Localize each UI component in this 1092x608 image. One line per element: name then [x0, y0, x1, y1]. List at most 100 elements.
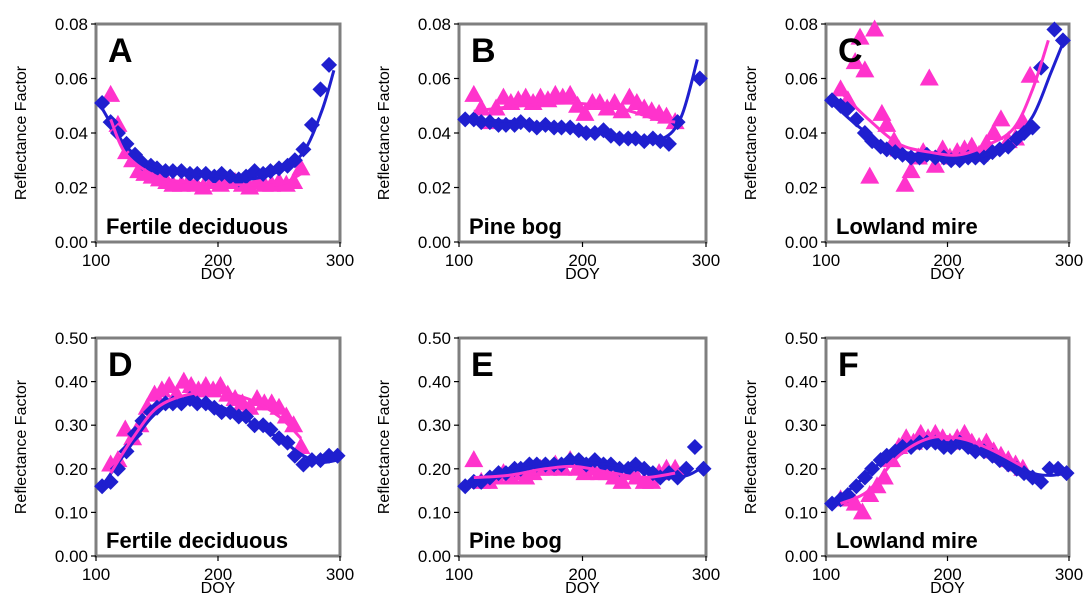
triangle-point [284, 415, 304, 433]
triangle-point [919, 68, 939, 86]
x-tick-label: 100 [445, 251, 473, 270]
y-tick-label: 0.50 [55, 329, 88, 348]
x-axis-title: DOY [930, 266, 965, 283]
diamond-fit-line [464, 460, 705, 488]
x-axis-title: DOY [565, 580, 600, 597]
triangle-point [152, 380, 172, 398]
triangle-point [575, 463, 595, 481]
diamond-point [1054, 32, 1071, 49]
diamond-fit-line [831, 42, 1065, 162]
triangle-point [464, 84, 484, 102]
triangle-point [895, 174, 915, 192]
y-tick-label: 0.40 [55, 373, 88, 392]
diamond-point [321, 56, 338, 73]
diamond-point [189, 395, 206, 412]
site-label: Lowland mire [836, 528, 978, 553]
triangle-fit-line [109, 390, 303, 474]
y-tick-label: 0.08 [785, 15, 818, 34]
y-axis-title: Reflectance Factor [13, 379, 30, 514]
triangle-point [984, 123, 1004, 140]
y-tick-label: 0.02 [785, 179, 818, 198]
site-label: Lowland mire [836, 214, 978, 239]
y-tick-label: 0.00 [418, 547, 451, 566]
x-tick-label: 300 [326, 251, 354, 270]
triangle-point [575, 103, 595, 121]
triangle-fit-line [109, 118, 302, 188]
y-axis-title: Reflectance Factor [376, 379, 393, 514]
x-tick-label: 300 [692, 251, 720, 270]
y-tick-label: 0.02 [418, 179, 451, 198]
diamond-point [691, 70, 708, 87]
triangle-point [284, 172, 304, 190]
y-tick-label: 0.02 [55, 179, 88, 198]
x-axis-title: DOY [565, 266, 600, 283]
diamond-fit-line [465, 59, 699, 142]
x-tick-label: 200 [204, 565, 232, 584]
triangle-point [612, 471, 632, 489]
y-tick-label: 0.00 [55, 547, 88, 566]
triangle-point [865, 19, 885, 37]
triangle-fit-line [473, 464, 676, 480]
triangle-point [877, 114, 897, 132]
y-tick-label: 0.40 [418, 373, 451, 392]
triangle-point [901, 161, 921, 179]
y-axis-title: Reflectance Factor [743, 65, 760, 200]
data-layer [94, 371, 346, 495]
y-tick-label: 0.10 [785, 503, 818, 522]
x-tick-label: 300 [1055, 565, 1083, 584]
triangle-point [193, 177, 213, 195]
triangle-point [845, 493, 865, 511]
y-tick-label: 0.10 [418, 503, 451, 522]
x-tick-label: 200 [933, 565, 961, 584]
x-tick-label: 300 [326, 565, 354, 584]
triangle-fit-line [839, 39, 1050, 157]
diamond-point [660, 135, 677, 152]
y-tick-label: 0.00 [785, 547, 818, 566]
triangle-point [860, 166, 880, 184]
y-tick-label: 0.50 [418, 329, 451, 348]
triangle-point [145, 384, 165, 402]
y-tick-label: 0.06 [785, 70, 818, 89]
diamond-point [109, 460, 126, 477]
triangle-point [269, 397, 289, 415]
triangle-point [845, 52, 865, 70]
diamond-point [695, 460, 712, 477]
triangle-point [101, 84, 121, 102]
panel-letter: D [108, 346, 133, 384]
y-axis-title: Reflectance Factor [376, 65, 393, 200]
data-layer [824, 423, 1075, 520]
chart-panel-c: 0.00 0.02 0.04 0.06 0.08 100 200 300 DOY Reflecta… [743, 15, 1083, 283]
diamond-fit-line [831, 440, 1067, 505]
y-tick-label: 0.20 [55, 460, 88, 479]
panel-letter: F [838, 346, 859, 384]
y-tick-label: 0.00 [785, 233, 818, 252]
chart-panel-a: 0.00 0.02 0.04 0.06 0.08 100 200 300 DOY Reflecta… [13, 15, 354, 283]
diamond-point [1046, 21, 1063, 38]
plot-frame [94, 22, 342, 244]
y-tick-label: 0.06 [418, 70, 451, 89]
panel-letter: A [108, 32, 133, 70]
y-tick-label: 0.10 [55, 503, 88, 522]
triangle-point [991, 109, 1011, 127]
y-tick-label: 0.20 [785, 460, 818, 479]
diamond-fit-line [100, 399, 338, 488]
chart-panel-e: 0.00 0.10 0.20 0.30 0.40 0.50 100 200 300 DOY Refl… [376, 329, 720, 597]
diamond-point [481, 114, 498, 131]
triangle-point [850, 27, 870, 45]
diamond-point [473, 114, 490, 131]
x-tick-label: 100 [445, 565, 473, 584]
y-axis-title: Reflectance Factor [13, 65, 30, 200]
y-tick-label: 0.06 [55, 70, 88, 89]
diamond-point [262, 421, 279, 438]
data-layer [457, 439, 712, 495]
y-tick-label: 0.08 [55, 15, 88, 34]
diamond-point [312, 81, 329, 98]
diamond-point [1041, 460, 1058, 477]
x-tick-label: 200 [568, 251, 596, 270]
x-tick-label: 100 [812, 565, 840, 584]
diamond-point [562, 452, 579, 469]
triangle-point [860, 484, 880, 502]
x-tick-label: 100 [82, 565, 110, 584]
y-tick-label: 0.50 [785, 329, 818, 348]
triangle-point [855, 60, 875, 78]
